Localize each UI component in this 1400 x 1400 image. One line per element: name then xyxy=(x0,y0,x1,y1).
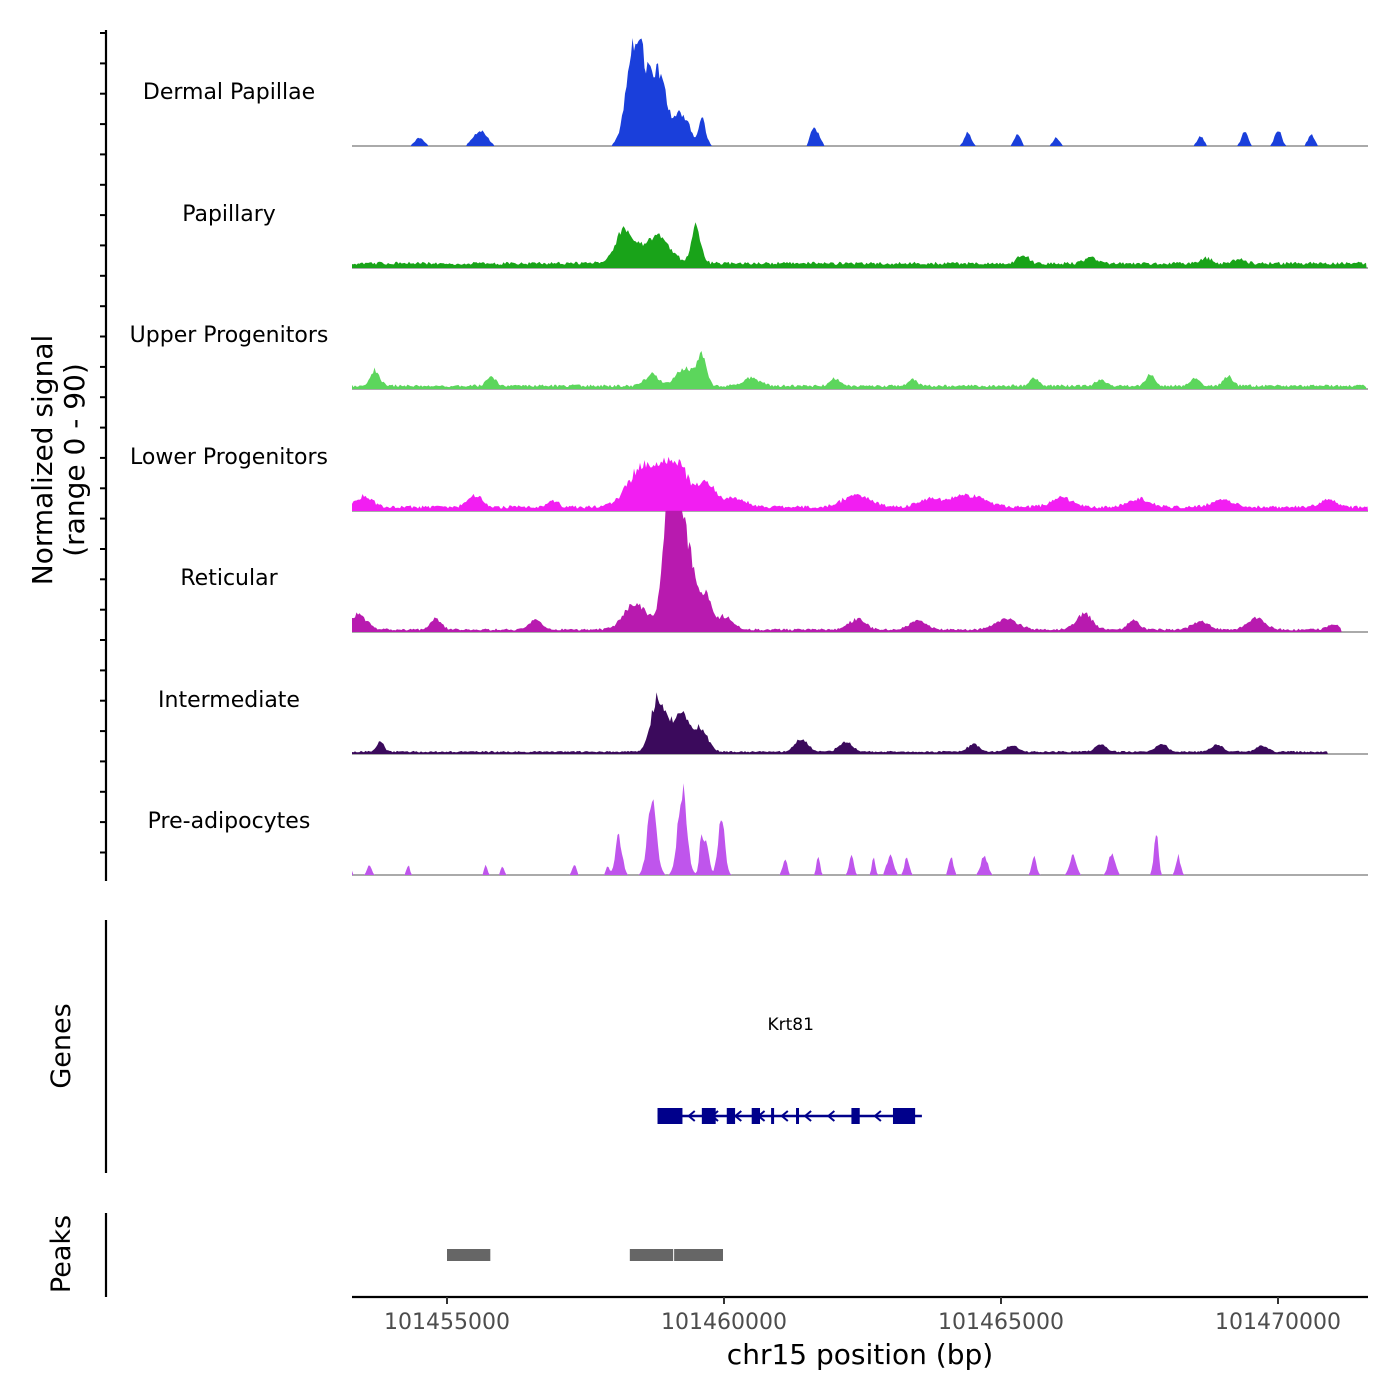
track-signal-area xyxy=(352,692,1328,754)
track-lower-progenitors: Lower Progenitors xyxy=(130,445,1368,512)
gene-track: Krt81 xyxy=(657,1015,922,1124)
track-upper-progenitors: Upper Progenitors xyxy=(130,323,1368,390)
track-signal-area xyxy=(352,456,1368,511)
y-axis-title: Normalized signal(range 0 - 90) xyxy=(26,335,91,586)
track-label: Lower Progenitors xyxy=(130,445,328,470)
track-signal-area xyxy=(352,38,1368,146)
gene-krt81: Krt81 xyxy=(657,1015,922,1124)
strand-arrow xyxy=(873,1110,882,1122)
gene-exon xyxy=(892,1108,916,1124)
peak-region xyxy=(629,1249,674,1261)
track-label: Reticular xyxy=(180,566,278,591)
track-papillary: Papillary xyxy=(182,202,1368,269)
gene-exon xyxy=(851,1108,860,1124)
gene-name: Krt81 xyxy=(767,1015,813,1035)
strand-arrow xyxy=(733,1110,742,1122)
gene-exon xyxy=(771,1108,775,1124)
coverage-tracks: Dermal Papillae Papillary Upper Progenitor… xyxy=(130,38,1368,876)
strand-arrow xyxy=(826,1110,836,1122)
gene-exon xyxy=(657,1108,683,1124)
peak-track xyxy=(447,1249,723,1261)
x-tick-label: 101465000 xyxy=(938,1310,1064,1335)
strand-arrow xyxy=(780,1110,789,1122)
peak-region xyxy=(447,1249,491,1261)
x-tick-label: 101460000 xyxy=(661,1310,787,1335)
track-label: Pre-adipocytes xyxy=(148,809,311,834)
gene-exon xyxy=(726,1108,736,1124)
x-tick-label: 101455000 xyxy=(384,1310,510,1335)
track-intermediate: Intermediate xyxy=(158,688,1368,755)
gene-exon xyxy=(701,1108,716,1124)
track-label: Papillary xyxy=(182,202,276,227)
axes: Normalized signal(range 0 - 90) 101455000… xyxy=(26,30,1368,1335)
track-signal-area xyxy=(352,510,1342,632)
track-pre-adipocytes: Pre-adipocytes xyxy=(148,783,1368,876)
x-axis-title: chr15 position (bp) xyxy=(727,1338,993,1371)
strand-arrow xyxy=(687,1110,696,1122)
track-label: Upper Progenitors xyxy=(130,323,329,348)
gene-exon xyxy=(751,1108,761,1124)
track-label: Intermediate xyxy=(158,688,300,713)
gene-exon xyxy=(796,1108,800,1124)
genes-panel-label: Genes xyxy=(46,1003,77,1088)
peaks-panel-label: Peaks xyxy=(46,1215,77,1293)
track-signal-area xyxy=(352,222,1367,268)
track-label: Dermal Papillae xyxy=(143,80,315,105)
peak-region xyxy=(674,1249,723,1261)
track-dermal-papillae: Dermal Papillae xyxy=(143,38,1368,147)
x-tick-label: 101470000 xyxy=(1215,1310,1341,1335)
track-reticular: Reticular xyxy=(180,510,1368,633)
strand-arrow xyxy=(803,1110,812,1122)
track-signal-area xyxy=(352,351,1367,389)
track-signal-area xyxy=(352,783,1234,875)
